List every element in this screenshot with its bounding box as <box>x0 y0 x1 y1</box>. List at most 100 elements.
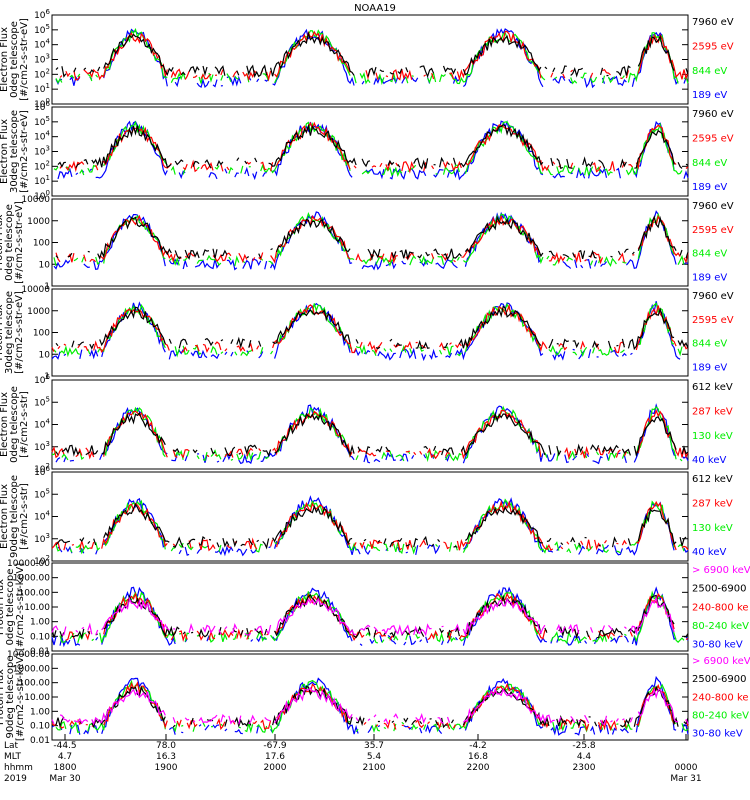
panel-frame <box>51 14 689 105</box>
y-tick-label: 100.00 <box>19 679 51 689</box>
legend-entry: 189 eV <box>692 182 727 193</box>
panel-meped-proton-90: 0.01 0.10 1.00 10.00 100.00 1000.00 10000.00ME… <box>0 650 750 746</box>
x-row-label: hhmm <box>4 763 33 773</box>
series-trace-1 <box>53 120 683 177</box>
x-tick-mlt: 4.4 <box>577 752 592 762</box>
y-label-line: Proton Flux <box>0 669 6 725</box>
panel-meped-proton-0: 0.01 0.10 1.00 10.00 100.00 1000.00 10000.00ME… <box>0 559 750 657</box>
y-tick-label: 106 <box>34 8 50 21</box>
legend-entry: 80-240 keV <box>692 711 749 722</box>
legend-entry: 2595 eV <box>692 41 734 52</box>
y-label-line: Proton Flux <box>0 304 5 360</box>
x-tick-mlt: 4.7 <box>58 752 72 762</box>
legend-entry: 130 keV <box>692 431 733 442</box>
series-trace-0 <box>51 675 689 736</box>
y-tick-label: 1.00 <box>30 618 50 628</box>
series-trace-3 <box>55 215 689 261</box>
legend-entry: 40 keV <box>692 455 726 466</box>
y-tick-label: 100 <box>33 329 50 339</box>
y-tick-label: 1000.00 <box>13 574 50 584</box>
x-tick-mlt: 16.8 <box>468 752 488 762</box>
legend-entry: 844 eV <box>692 339 727 350</box>
y-label-line: Electron Flux <box>0 484 10 549</box>
x-tick-hhmm: 2300 <box>573 763 596 773</box>
y-tick-label: 105 <box>34 115 50 128</box>
x-tick-lat: -67.9 <box>263 741 287 751</box>
x-tick-date: Mar 31 <box>670 774 701 784</box>
y-label-line: Electron Flux <box>0 27 10 92</box>
x-tick-hhmm: 2100 <box>363 763 386 773</box>
series-trace-0 <box>55 403 689 465</box>
y-label-line: 30deg telescope <box>9 110 20 193</box>
y-tick-label: 103 <box>34 440 50 453</box>
legend-entry: 844 eV <box>692 249 727 260</box>
y-label-line: [#/cm2-s-str-eV] <box>19 18 30 101</box>
y-label-line: [#/cm2-s-str-eV] <box>14 291 25 374</box>
y-tick-label: 105 <box>34 23 50 36</box>
legend-entry: 7960 eV <box>692 109 734 120</box>
series-trace-1 <box>56 500 688 553</box>
y-tick-label: 102 <box>34 67 50 80</box>
series-trace-0 <box>52 301 684 359</box>
y-tick-label: 102 <box>34 159 50 172</box>
legend-entry: 844 eV <box>692 66 727 77</box>
y-tick-label: 100.00 <box>19 588 51 598</box>
y-label-line: [#/cm2-s-str] <box>19 483 30 550</box>
series-trace-1 <box>55 27 689 86</box>
y-tick-label: 1000.00 <box>13 664 50 674</box>
y-tick-label: 1000 <box>27 217 50 227</box>
series-trace-3 <box>55 31 689 79</box>
y-tick-label: 10 <box>39 260 51 270</box>
x-tick-mlt: 5.4 <box>367 752 382 762</box>
series-trace-1 <box>59 590 685 645</box>
series-trace-1 <box>53 302 683 358</box>
y-tick-label: 1 <box>44 372 50 382</box>
legend-entry: 7960 eV <box>692 17 734 28</box>
series-trace-2 <box>51 408 689 460</box>
series-trace-0 <box>53 210 689 271</box>
y-label-line: 0deg telescope <box>9 386 20 463</box>
legend-entry: 2500-6900 <box>692 584 747 595</box>
legend-entry: 30-80 keV <box>692 640 743 651</box>
y-label-line: Proton Flux <box>0 214 5 270</box>
y-label-line: 90deg telescope <box>5 655 16 738</box>
series-trace-3 <box>55 305 689 351</box>
y-label-line: 90deg telescope <box>9 475 20 558</box>
series-trace-0 <box>55 28 687 89</box>
x-tick-hhmm: 2000 <box>264 763 287 773</box>
series-trace-2 <box>51 303 689 355</box>
x-tick-hhmm: 2200 <box>467 763 490 773</box>
panel-frame <box>51 288 689 377</box>
legend-entry: 7960 eV <box>692 201 734 212</box>
panel-frame <box>51 562 689 652</box>
y-tick-label: 1000 <box>27 307 50 317</box>
panel-frame <box>51 106 689 197</box>
x-tick-mlt: 16.3 <box>156 752 176 762</box>
series-trace-0 <box>51 586 689 648</box>
x-tick-hhmm: 1800 <box>54 763 77 773</box>
y-tick-label: 1.00 <box>30 707 50 717</box>
y-label-line: 0deg telescope <box>9 21 20 98</box>
y-tick-label: 104 <box>34 418 50 431</box>
y-tick-label: 10000.00 <box>7 559 50 569</box>
legend-entry: 189 eV <box>692 90 727 101</box>
legend-entry: 130 keV <box>692 523 733 534</box>
y-label-line: [#/cm2-s-str-eV] <box>19 110 30 193</box>
legend-entry: 189 eV <box>692 272 727 283</box>
legend-entry: 240-800 ke <box>692 692 749 703</box>
x-tick-hhmm: 0000 <box>675 763 698 773</box>
legend-entry: 240-800 ke <box>692 602 749 613</box>
series-trace-3 <box>55 503 687 550</box>
x-tick-date: Mar 30 <box>49 774 81 784</box>
y-tick-label: 103 <box>34 145 50 158</box>
legend-entry: 40 keV <box>692 547 726 558</box>
y-axis-label: Proton Flux0deg telescope[#/cm2-s-str-eV… <box>0 201 25 284</box>
legend-entry: 30-80 keV <box>692 729 743 740</box>
series-trace-1 <box>55 679 689 734</box>
series-trace-3 <box>57 123 689 170</box>
series-trace-4 <box>51 687 689 726</box>
y-tick-label: 0.01 <box>30 647 50 657</box>
y-tick-label: 10 <box>39 350 51 360</box>
